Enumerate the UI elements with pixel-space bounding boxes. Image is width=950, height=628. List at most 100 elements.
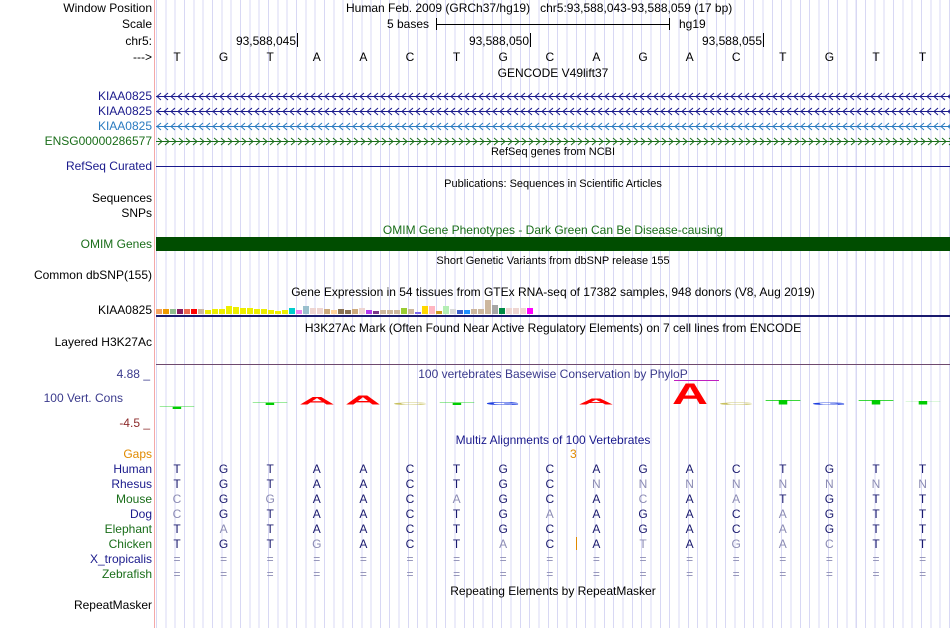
gtex-bar[interactable]	[184, 308, 190, 314]
gtex-bar[interactable]	[499, 307, 505, 314]
species-label[interactable]: Elephant	[104, 522, 152, 536]
alignment-base: T	[918, 462, 927, 476]
gtex-bar[interactable]	[422, 306, 428, 314]
gtex-bar[interactable]	[492, 305, 498, 314]
omim-label[interactable]: OMIM Genes	[80, 237, 152, 251]
omim-gene-bar[interactable]	[156, 237, 950, 251]
gtex-bar[interactable]	[261, 308, 267, 314]
h3k27ac-title[interactable]: H3K27Ac Mark (Often Found Near Active Re…	[304, 321, 802, 335]
gtex-bar[interactable]	[219, 308, 225, 314]
species-label[interactable]: Rhesus	[111, 477, 152, 491]
publications-title[interactable]: Publications: Sequences in Scientific Ar…	[444, 178, 662, 190]
species-label[interactable]: Chicken	[108, 537, 152, 551]
gtex-bar[interactable]	[205, 309, 211, 314]
gene-label[interactable]: ENSG00000286577	[44, 134, 152, 148]
gtex-bar[interactable]	[303, 306, 309, 314]
gtex-bar[interactable]	[240, 308, 246, 314]
gtex-label[interactable]: KIAA0825	[97, 303, 152, 317]
gtex-bar[interactable]	[296, 310, 302, 314]
repeatmasker-title[interactable]: Repeating Elements by RepeatMasker	[450, 584, 656, 598]
gtex-bar[interactable]	[177, 308, 183, 314]
gtex-bar[interactable]	[324, 309, 330, 314]
species-label[interactable]: Human	[113, 462, 152, 476]
gtex-bar[interactable]	[352, 309, 358, 314]
gtex-bar[interactable]	[443, 306, 449, 314]
alignment-base: A	[359, 492, 368, 506]
gtex-bar[interactable]	[268, 310, 274, 314]
gtex-bar[interactable]	[527, 307, 533, 314]
gtex-bar[interactable]	[450, 308, 456, 314]
gtex-bar[interactable]	[513, 307, 519, 314]
gtex-bar[interactable]	[429, 306, 435, 314]
alignment-base: C	[545, 462, 555, 476]
publications-label[interactable]: SNPs	[121, 206, 152, 220]
gtex-bar[interactable]	[408, 308, 414, 314]
dbsnp-label[interactable]: Common dbSNP(155)	[33, 268, 152, 282]
gtex-bar[interactable]	[373, 311, 379, 314]
alignment-base: A	[778, 522, 787, 536]
refseq-title[interactable]: RefSeq genes from NCBI	[490, 146, 616, 158]
gtex-bar[interactable]	[520, 307, 526, 314]
gtex-bar[interactable]	[317, 307, 323, 314]
gtex-bar[interactable]	[387, 309, 393, 314]
gtex-bar[interactable]	[401, 307, 407, 314]
gtex-bar[interactable]	[282, 310, 288, 314]
species-label[interactable]: Zebrafish	[101, 567, 152, 581]
h3k27ac-label[interactable]: Layered H3K27Ac	[54, 335, 152, 349]
repeatmasker-label[interactable]: RepeatMasker	[73, 598, 152, 612]
publications-label[interactable]: Sequences	[91, 191, 152, 205]
gtex-bar[interactable]	[212, 308, 218, 314]
gtex-bar[interactable]	[380, 310, 386, 314]
gtex-bar[interactable]	[163, 308, 169, 314]
gtex-bar[interactable]	[254, 309, 260, 314]
gtex-bar[interactable]	[191, 308, 197, 314]
gtex-bar[interactable]	[331, 310, 337, 314]
gtex-bar[interactable]	[310, 307, 316, 314]
gtex-bar[interactable]	[345, 309, 351, 314]
gencode-title[interactable]: GENCODE V49lift37	[497, 66, 609, 80]
gtex-bar[interactable]	[394, 310, 400, 314]
gtex-bar[interactable]	[359, 307, 365, 314]
species-label[interactable]: Dog	[129, 507, 152, 521]
gtex-bar[interactable]	[226, 306, 232, 314]
gtex-bar[interactable]	[289, 308, 295, 314]
gtex-bar[interactable]	[471, 309, 477, 314]
gtex-bar[interactable]	[457, 309, 463, 314]
gtex-bar[interactable]	[170, 308, 176, 314]
gene-label[interactable]: KIAA0825	[97, 89, 152, 103]
gtex-bar[interactable]	[478, 309, 484, 314]
gtex-bar[interactable]	[415, 311, 421, 314]
gtex-bar[interactable]	[233, 307, 239, 314]
gtex-bar[interactable]	[156, 308, 162, 314]
species-label[interactable]: X_tropicalis	[89, 552, 152, 566]
gene-track[interactable]	[156, 122, 950, 131]
refseq-label[interactable]: RefSeq Curated	[65, 159, 152, 173]
gtex-bar[interactable]	[436, 310, 442, 314]
refseq-line[interactable]	[156, 166, 950, 167]
gtex-bar[interactable]	[198, 308, 204, 314]
gene-track[interactable]	[156, 107, 950, 116]
multiz-title[interactable]: Multiz Alignments of 100 Vertebrates	[455, 433, 651, 447]
gene-label[interactable]: KIAA0825	[97, 104, 152, 118]
phylop-title[interactable]: 100 vertebrates Basewise Conservation by…	[418, 367, 688, 381]
alignment-base: A	[312, 462, 321, 476]
alignment-base: A	[592, 462, 601, 476]
gtex-bar[interactable]	[275, 310, 281, 314]
gtex-bar[interactable]	[506, 307, 512, 314]
omim-title[interactable]: OMIM Gene Phenotypes - Dark Green Can Be…	[382, 223, 724, 237]
gtex-bar[interactable]	[247, 308, 253, 314]
species-label[interactable]: Mouse	[115, 492, 152, 506]
gtex-bar[interactable]	[338, 309, 344, 314]
gtex-bar[interactable]	[464, 309, 470, 314]
gtex-title[interactable]: Gene Expression in 54 tissues from GTEx …	[291, 285, 815, 299]
gtex-bar[interactable]	[485, 300, 491, 314]
gene-track[interactable]	[156, 137, 950, 146]
gene-track[interactable]	[156, 92, 950, 101]
gtex-bar[interactable]	[366, 310, 372, 314]
phylop-label[interactable]: 100 Vert. Cons	[43, 391, 123, 405]
dbsnp-title[interactable]: Short Genetic Variants from dbSNP releas…	[436, 255, 670, 267]
svg-text:T: T	[858, 400, 895, 405]
gene-label[interactable]: KIAA0825	[97, 119, 152, 133]
window-position-label: Window Position	[63, 1, 152, 15]
